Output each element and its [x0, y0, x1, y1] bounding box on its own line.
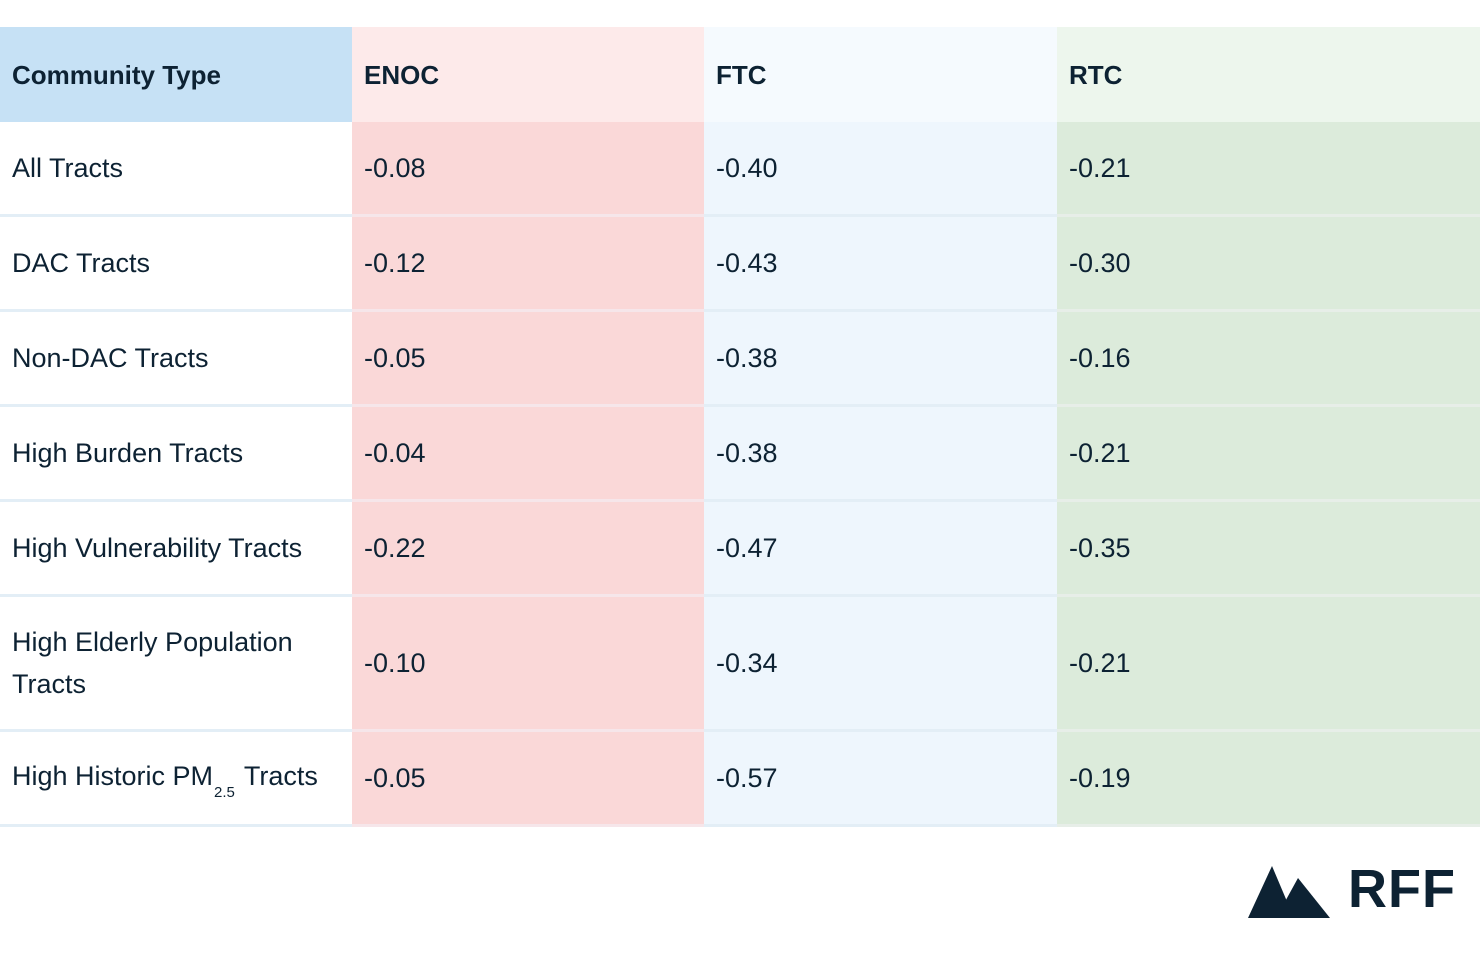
rtc-cell: -0.21: [1057, 595, 1480, 732]
community-type-cell: High Elderly Population Tracts: [0, 595, 352, 732]
enoc-cell: -0.05: [352, 730, 704, 827]
ftc-cell: -0.38: [704, 405, 1057, 502]
ftc-cell: -0.34: [704, 595, 1057, 732]
column-header-enoc: ENOC: [352, 27, 704, 122]
rff-logo: RFF: [1246, 862, 1456, 918]
ftc-cell: -0.47: [704, 500, 1057, 597]
rtc-cell: -0.35: [1057, 500, 1480, 597]
subscript-label: 2.5: [214, 783, 235, 801]
rtc-cell: -0.19: [1057, 730, 1480, 827]
column-header-rtc: RTC: [1057, 27, 1480, 122]
rtc-cell: -0.30: [1057, 215, 1480, 312]
enoc-cell: -0.08: [352, 122, 704, 217]
community-type-cell: Non-DAC Tracts: [0, 310, 352, 407]
header-row: Community Type ENOC FTC RTC: [0, 27, 1480, 122]
table-row: DAC Tracts -0.12 -0.43 -0.30: [0, 215, 1480, 312]
enoc-cell: -0.10: [352, 595, 704, 732]
table-row: High Elderly Population Tracts -0.10 -0.…: [0, 595, 1480, 732]
enoc-cell: -0.22: [352, 500, 704, 597]
community-type-cell: High Burden Tracts: [0, 405, 352, 502]
column-header-community-type: Community Type: [0, 27, 352, 122]
enoc-cell: -0.05: [352, 310, 704, 407]
community-type-cell: All Tracts: [0, 122, 352, 217]
mountain-icon: [1248, 866, 1330, 918]
data-table: Community Type ENOC FTC RTC All Tracts -…: [0, 27, 1480, 827]
logo-text: RFF: [1348, 859, 1456, 919]
ftc-cell: -0.38: [704, 310, 1057, 407]
rtc-cell: -0.16: [1057, 310, 1480, 407]
data-table-container: Community Type ENOC FTC RTC All Tracts -…: [0, 27, 1480, 827]
enoc-cell: -0.12: [352, 215, 704, 312]
community-type-cell: High Historic PM2.5 Tracts: [0, 730, 352, 827]
ftc-cell: -0.43: [704, 215, 1057, 312]
rtc-cell: -0.21: [1057, 405, 1480, 502]
ftc-cell: -0.40: [704, 122, 1057, 217]
table-row: High Burden Tracts -0.04 -0.38 -0.21: [0, 405, 1480, 502]
table-row: Non-DAC Tracts -0.05 -0.38 -0.16: [0, 310, 1480, 407]
enoc-cell: -0.04: [352, 405, 704, 502]
ftc-cell: -0.57: [704, 730, 1057, 827]
community-type-prefix: High Historic PM: [12, 760, 214, 791]
column-header-ftc: FTC: [704, 27, 1057, 122]
community-type-cell: DAC Tracts: [0, 215, 352, 312]
table-row: All Tracts -0.08 -0.40 -0.21: [0, 122, 1480, 217]
community-type-cell: High Vulnerability Tracts: [0, 500, 352, 597]
table-row: High Vulnerability Tracts -0.22 -0.47 -0…: [0, 500, 1480, 597]
rtc-cell: -0.21: [1057, 122, 1480, 217]
community-type-suffix: Tracts: [243, 760, 318, 791]
table-row: High Historic PM2.5 Tracts -0.05 -0.57 -…: [0, 730, 1480, 827]
